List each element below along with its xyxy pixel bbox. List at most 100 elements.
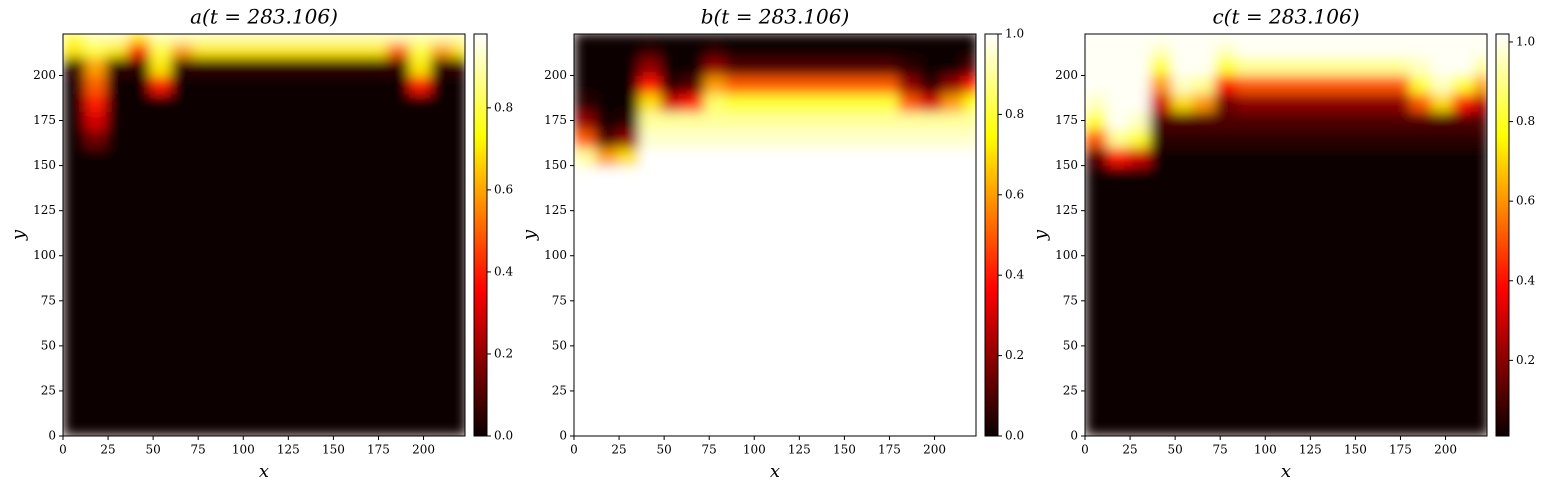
- heatmap-cell: [1258, 43, 1281, 58]
- heatmap-cell: [1409, 93, 1432, 113]
- heatmap-cell: [1409, 75, 1432, 94]
- y-tick-label: 75: [41, 293, 56, 307]
- heatmap-cell: [660, 183, 683, 436]
- heatmap-cell: [703, 93, 726, 113]
- heatmap-cell: [682, 93, 705, 113]
- heatmap-cell: [106, 34, 129, 44]
- heatmap-cell: [236, 111, 259, 131]
- heatmap-cell: [1474, 129, 1487, 149]
- heatmap-cell: [236, 93, 259, 113]
- x-tick-label: 50: [145, 443, 160, 457]
- heatmap-cell: [1171, 43, 1194, 58]
- heatmap-cells: [63, 34, 465, 436]
- heatmap-panel: [63, 34, 465, 436]
- heatmap-cell: [725, 165, 748, 185]
- heatmap-cell: [1236, 111, 1259, 131]
- colorbar-tick-label: 0.4: [494, 264, 513, 278]
- heatmap-cell: [1214, 34, 1237, 44]
- heatmap-cell: [1387, 93, 1410, 113]
- heatmap-cell: [322, 129, 345, 149]
- heatmap-cell: [409, 183, 432, 436]
- heatmap-cell: [106, 57, 129, 76]
- heatmap-cell: [1474, 57, 1487, 76]
- heatmap-cell: [84, 129, 107, 149]
- heatmap-cell: [192, 183, 215, 436]
- heatmap-cell: [1409, 43, 1432, 58]
- heatmap-cell: [1236, 183, 1259, 436]
- heatmap-cell: [876, 75, 899, 94]
- heatmap-cell: [1387, 57, 1410, 76]
- heatmap-cell: [1258, 57, 1281, 76]
- heatmap-cell: [1171, 147, 1194, 167]
- heatmap-cell: [257, 57, 280, 76]
- heatmap-cell: [430, 34, 453, 44]
- heatmap-cell: [430, 129, 453, 149]
- heatmap-cell: [725, 93, 748, 113]
- heatmap-cell: [387, 165, 410, 185]
- heatmap-cell: [1279, 34, 1302, 44]
- heatmap-cell: [1236, 129, 1259, 149]
- x-tick-label: 125: [277, 443, 300, 457]
- heatmap-cell: [1431, 147, 1454, 167]
- heatmap-cell: [1431, 43, 1454, 58]
- heatmap-cell: [920, 111, 943, 131]
- heatmap-cell: [409, 165, 432, 185]
- heatmap-cell: [638, 111, 662, 131]
- y-tick-label: 25: [41, 383, 56, 397]
- heatmap-cell: [941, 43, 964, 58]
- heatmap-cell: [1452, 147, 1475, 167]
- heatmap-cell: [941, 75, 964, 94]
- heatmap-cell: [149, 93, 172, 113]
- heatmap-cell: [941, 129, 964, 149]
- heatmap-cell: [344, 147, 367, 167]
- heatmap-cell: [279, 165, 302, 185]
- y-tick-label: 100: [33, 248, 56, 262]
- colorbar-tick-label: 0.2: [1516, 353, 1535, 367]
- heatmap-cell: [725, 75, 748, 94]
- heatmap-cell: [1301, 75, 1324, 94]
- heatmap-cell: [876, 183, 899, 436]
- heatmap-cell: [452, 34, 465, 44]
- heatmap-cell: [1236, 75, 1259, 94]
- heatmap-cell: [855, 111, 878, 131]
- heatmap-cell: [941, 93, 964, 113]
- heatmap-cell: [1128, 183, 1151, 436]
- heatmap-cell: [1258, 111, 1281, 131]
- heatmap-cell: [106, 129, 129, 149]
- heatmap-cell: [1322, 43, 1346, 58]
- heatmap-cell: [833, 147, 856, 167]
- heatmap-cell: [1387, 43, 1410, 58]
- heatmap-cell: [811, 75, 835, 94]
- x-tick-label: 125: [788, 443, 811, 457]
- heatmap-cell: [1322, 129, 1346, 149]
- heatmap-cell: [171, 93, 194, 113]
- heatmap-cell: [574, 75, 597, 94]
- heatmap-cell: [430, 57, 453, 76]
- heatmap-cell: [322, 93, 345, 113]
- heatmap-cell: [236, 165, 259, 185]
- heatmap-cell: [768, 129, 791, 149]
- heatmap-cell: [1474, 147, 1487, 167]
- heatmap-cell: [876, 111, 899, 131]
- heatmap-cell: [876, 43, 899, 58]
- heatmap-cell: [963, 57, 976, 76]
- heatmap-cell: [1128, 43, 1151, 58]
- heatmap-cell: [1387, 34, 1410, 44]
- heatmap-cell: [790, 57, 813, 76]
- x-tick-label: 100: [1254, 443, 1277, 457]
- heatmap-cell: [344, 93, 367, 113]
- y-tick-label: 150: [544, 158, 567, 172]
- y-tick-label: 150: [1055, 158, 1078, 172]
- heatmap-cell: [257, 165, 280, 185]
- heatmap-cell: [617, 57, 640, 76]
- heatmap-cell: [725, 183, 748, 436]
- heatmap-cell: [300, 75, 324, 94]
- heatmap-cell: [214, 93, 237, 113]
- heatmap-cell: [1193, 147, 1216, 167]
- heatmap-cell: [300, 183, 324, 436]
- heatmap-cell: [747, 129, 770, 149]
- heatmap-cell: [452, 93, 465, 113]
- heatmap-cell: [192, 75, 215, 94]
- heatmap-cell: [1474, 111, 1487, 131]
- heatmap-cell: [63, 93, 86, 113]
